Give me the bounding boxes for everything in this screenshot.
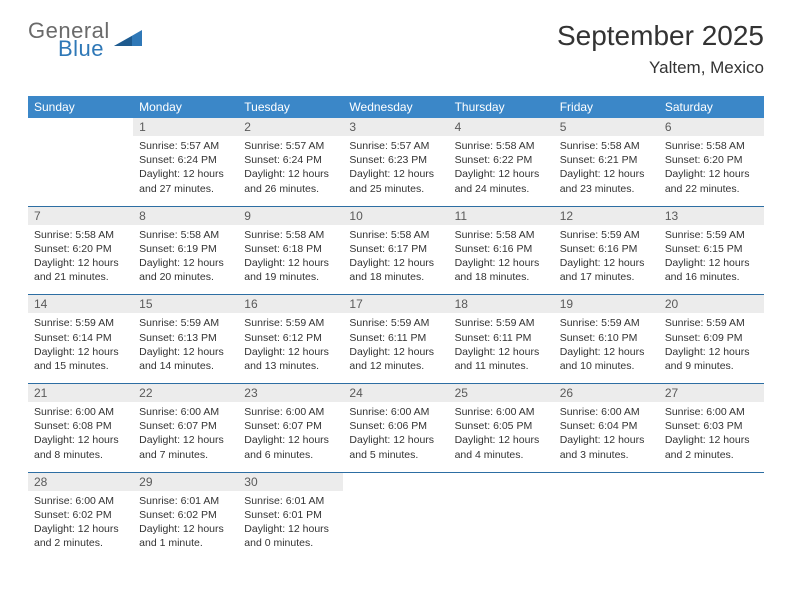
header: General Blue September 2025 Yaltem, Mexi…	[28, 20, 764, 78]
day-detail: Sunrise: 6:00 AMSunset: 6:08 PMDaylight:…	[28, 402, 133, 472]
day-detail: Sunrise: 6:01 AMSunset: 6:01 PMDaylight:…	[238, 491, 343, 561]
day-number: 14	[28, 295, 133, 314]
day-number: 7	[28, 206, 133, 225]
day-number: 17	[343, 295, 448, 314]
day-number: 23	[238, 384, 343, 403]
day-detail: Sunrise: 5:59 AMSunset: 6:09 PMDaylight:…	[659, 313, 764, 383]
dow-header: Friday	[554, 96, 659, 118]
day-number	[554, 472, 659, 491]
dow-row: SundayMondayTuesdayWednesdayThursdayFrid…	[28, 96, 764, 118]
day-number: 30	[238, 472, 343, 491]
day-detail: Sunrise: 6:00 AMSunset: 6:06 PMDaylight:…	[343, 402, 448, 472]
day-number	[28, 118, 133, 136]
day-detail: Sunrise: 5:58 AMSunset: 6:16 PMDaylight:…	[449, 225, 554, 295]
detail-row: Sunrise: 5:57 AMSunset: 6:24 PMDaylight:…	[28, 136, 764, 206]
title-block: September 2025 Yaltem, Mexico	[557, 20, 764, 78]
location: Yaltem, Mexico	[557, 58, 764, 78]
daynum-row: 123456	[28, 118, 764, 136]
day-number: 13	[659, 206, 764, 225]
day-number: 6	[659, 118, 764, 136]
day-number: 26	[554, 384, 659, 403]
dow-header: Thursday	[449, 96, 554, 118]
day-detail: Sunrise: 5:58 AMSunset: 6:20 PMDaylight:…	[28, 225, 133, 295]
day-number: 15	[133, 295, 238, 314]
day-detail	[659, 491, 764, 561]
day-number	[343, 472, 448, 491]
dow-header: Sunday	[28, 96, 133, 118]
day-detail: Sunrise: 5:59 AMSunset: 6:11 PMDaylight:…	[343, 313, 448, 383]
day-detail: Sunrise: 5:59 AMSunset: 6:15 PMDaylight:…	[659, 225, 764, 295]
month-title: September 2025	[557, 20, 764, 52]
logo-triangle-icon	[114, 28, 142, 55]
day-detail: Sunrise: 6:00 AMSunset: 6:07 PMDaylight:…	[133, 402, 238, 472]
day-number: 24	[343, 384, 448, 403]
day-number: 1	[133, 118, 238, 136]
day-number: 2	[238, 118, 343, 136]
day-number: 10	[343, 206, 448, 225]
day-number: 12	[554, 206, 659, 225]
day-detail: Sunrise: 5:59 AMSunset: 6:10 PMDaylight:…	[554, 313, 659, 383]
day-number: 21	[28, 384, 133, 403]
day-number: 16	[238, 295, 343, 314]
day-number: 5	[554, 118, 659, 136]
day-detail: Sunrise: 5:58 AMSunset: 6:17 PMDaylight:…	[343, 225, 448, 295]
day-number: 22	[133, 384, 238, 403]
day-detail: Sunrise: 6:01 AMSunset: 6:02 PMDaylight:…	[133, 491, 238, 561]
day-detail: Sunrise: 5:58 AMSunset: 6:21 PMDaylight:…	[554, 136, 659, 206]
day-detail: Sunrise: 5:59 AMSunset: 6:14 PMDaylight:…	[28, 313, 133, 383]
calendar-table: SundayMondayTuesdayWednesdayThursdayFrid…	[28, 96, 764, 560]
day-detail: Sunrise: 6:00 AMSunset: 6:07 PMDaylight:…	[238, 402, 343, 472]
day-number: 3	[343, 118, 448, 136]
day-detail	[449, 491, 554, 561]
daynum-row: 14151617181920	[28, 295, 764, 314]
day-number: 11	[449, 206, 554, 225]
day-detail: Sunrise: 5:58 AMSunset: 6:22 PMDaylight:…	[449, 136, 554, 206]
day-number: 27	[659, 384, 764, 403]
logo: General Blue	[28, 20, 142, 60]
daynum-row: 78910111213	[28, 206, 764, 225]
detail-row: Sunrise: 5:59 AMSunset: 6:14 PMDaylight:…	[28, 313, 764, 383]
detail-row: Sunrise: 5:58 AMSunset: 6:20 PMDaylight:…	[28, 225, 764, 295]
day-detail: Sunrise: 6:00 AMSunset: 6:02 PMDaylight:…	[28, 491, 133, 561]
day-number	[659, 472, 764, 491]
day-detail: Sunrise: 6:00 AMSunset: 6:05 PMDaylight:…	[449, 402, 554, 472]
day-detail	[343, 491, 448, 561]
day-detail: Sunrise: 5:59 AMSunset: 6:11 PMDaylight:…	[449, 313, 554, 383]
daynum-row: 21222324252627	[28, 384, 764, 403]
day-detail: Sunrise: 5:58 AMSunset: 6:20 PMDaylight:…	[659, 136, 764, 206]
day-number: 25	[449, 384, 554, 403]
day-detail	[28, 136, 133, 206]
day-number: 9	[238, 206, 343, 225]
day-detail: Sunrise: 6:00 AMSunset: 6:04 PMDaylight:…	[554, 402, 659, 472]
logo-text-blue: Blue	[58, 38, 110, 60]
day-detail: Sunrise: 5:58 AMSunset: 6:19 PMDaylight:…	[133, 225, 238, 295]
day-number: 29	[133, 472, 238, 491]
day-detail: Sunrise: 5:57 AMSunset: 6:23 PMDaylight:…	[343, 136, 448, 206]
detail-row: Sunrise: 6:00 AMSunset: 6:02 PMDaylight:…	[28, 491, 764, 561]
dow-header: Wednesday	[343, 96, 448, 118]
day-number	[449, 472, 554, 491]
day-detail: Sunrise: 5:58 AMSunset: 6:18 PMDaylight:…	[238, 225, 343, 295]
dow-header: Saturday	[659, 96, 764, 118]
day-detail	[554, 491, 659, 561]
day-detail: Sunrise: 5:57 AMSunset: 6:24 PMDaylight:…	[133, 136, 238, 206]
dow-header: Tuesday	[238, 96, 343, 118]
daynum-row: 282930	[28, 472, 764, 491]
day-detail: Sunrise: 5:59 AMSunset: 6:16 PMDaylight:…	[554, 225, 659, 295]
day-detail: Sunrise: 5:59 AMSunset: 6:12 PMDaylight:…	[238, 313, 343, 383]
day-number: 28	[28, 472, 133, 491]
day-number: 8	[133, 206, 238, 225]
dow-header: Monday	[133, 96, 238, 118]
day-number: 19	[554, 295, 659, 314]
day-detail: Sunrise: 6:00 AMSunset: 6:03 PMDaylight:…	[659, 402, 764, 472]
day-detail: Sunrise: 5:59 AMSunset: 6:13 PMDaylight:…	[133, 313, 238, 383]
detail-row: Sunrise: 6:00 AMSunset: 6:08 PMDaylight:…	[28, 402, 764, 472]
day-number: 4	[449, 118, 554, 136]
day-detail: Sunrise: 5:57 AMSunset: 6:24 PMDaylight:…	[238, 136, 343, 206]
day-number: 18	[449, 295, 554, 314]
day-number: 20	[659, 295, 764, 314]
